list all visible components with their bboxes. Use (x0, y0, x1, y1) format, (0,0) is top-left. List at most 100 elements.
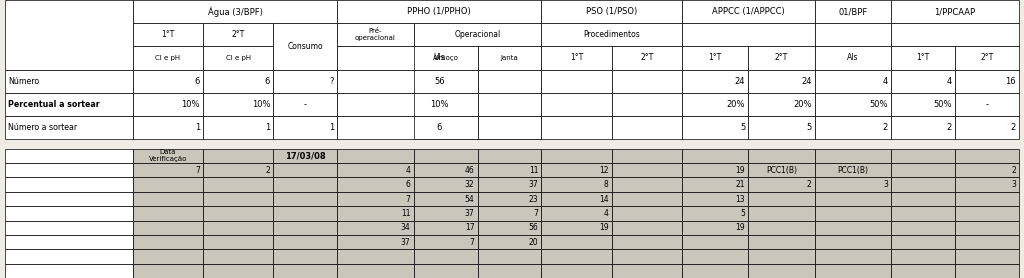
Bar (477, 249, 542, 264)
Bar (611, 264, 682, 278)
Bar (414, 177, 477, 192)
Bar (273, 116, 337, 139)
Text: 2: 2 (265, 166, 270, 175)
Text: Número a sortear: Número a sortear (8, 123, 78, 132)
Bar (337, 163, 414, 177)
Bar (542, 93, 611, 116)
Bar (682, 177, 749, 192)
Bar (749, 46, 815, 70)
Text: 2: 2 (947, 123, 952, 132)
Bar (611, 192, 682, 206)
Text: 7: 7 (534, 209, 539, 218)
Bar (273, 23, 337, 70)
Bar (749, 163, 815, 177)
Text: Data
Verificação: Data Verificação (148, 149, 187, 162)
Text: Água (3/BPF): Água (3/BPF) (208, 6, 262, 17)
Bar (203, 116, 273, 139)
Text: 4: 4 (947, 76, 952, 86)
Text: 17/03/08: 17/03/08 (285, 152, 326, 160)
Bar (337, 220, 414, 235)
Bar (542, 23, 682, 46)
Text: 24: 24 (801, 76, 812, 86)
Bar (815, 264, 891, 278)
Bar (955, 264, 1019, 278)
Text: AIs: AIs (847, 53, 859, 63)
Bar (337, 235, 414, 249)
Bar (891, 206, 955, 220)
Bar (337, 70, 542, 93)
Text: 56: 56 (434, 76, 444, 86)
Text: 1: 1 (329, 123, 334, 132)
Bar (133, 0, 337, 23)
Bar (611, 220, 682, 235)
Text: 7: 7 (406, 195, 411, 203)
Bar (477, 192, 542, 206)
Bar (891, 93, 955, 116)
Text: 5: 5 (740, 123, 745, 132)
Bar (749, 235, 815, 249)
Text: ?: ? (330, 76, 334, 86)
Bar (133, 192, 203, 206)
Text: 1°T: 1°T (709, 53, 722, 63)
Bar (203, 192, 273, 206)
Text: 2°T: 2°T (640, 53, 653, 63)
Bar (203, 249, 273, 264)
Bar (337, 149, 414, 163)
Bar (891, 70, 955, 93)
Bar (203, 93, 273, 116)
Bar (414, 23, 542, 46)
Text: 4: 4 (406, 166, 411, 175)
Bar (203, 149, 273, 163)
Text: 16: 16 (1006, 76, 1016, 86)
Bar (5, 163, 133, 177)
Text: 1°T: 1°T (162, 30, 174, 39)
Bar (682, 70, 749, 93)
Bar (337, 23, 414, 46)
Text: 24: 24 (734, 76, 745, 86)
Bar (682, 116, 749, 139)
Bar (815, 46, 891, 70)
Bar (414, 249, 477, 264)
Bar (749, 93, 815, 116)
Bar (955, 163, 1019, 177)
Bar (815, 70, 891, 93)
Bar (5, 264, 133, 278)
Text: PPHO (1/PPHO): PPHO (1/PPHO) (408, 7, 471, 16)
Text: 19: 19 (735, 223, 745, 232)
Bar (5, 192, 133, 206)
Text: 19: 19 (735, 166, 745, 175)
Text: -: - (985, 100, 988, 109)
Bar (273, 264, 337, 278)
Bar (955, 177, 1019, 192)
Bar (611, 235, 682, 249)
Bar (477, 93, 542, 116)
Text: 7: 7 (196, 166, 200, 175)
Bar (682, 249, 749, 264)
Bar (682, 163, 749, 177)
Bar (815, 116, 891, 139)
Bar (133, 149, 203, 163)
Text: 1/PPCAAP: 1/PPCAAP (935, 7, 976, 16)
Bar (203, 46, 273, 70)
Bar (133, 220, 203, 235)
Text: 17: 17 (465, 223, 474, 232)
Text: PCC1(B): PCC1(B) (766, 166, 797, 175)
Text: 1: 1 (265, 123, 270, 132)
Text: 37: 37 (400, 238, 411, 247)
Text: Operacional: Operacional (455, 30, 501, 39)
Bar (133, 163, 203, 177)
Bar (133, 23, 203, 46)
Bar (611, 93, 682, 116)
Bar (414, 70, 477, 93)
Bar (203, 220, 273, 235)
Bar (955, 235, 1019, 249)
Bar (611, 206, 682, 220)
Text: 34: 34 (400, 223, 411, 232)
Bar (815, 235, 891, 249)
Bar (955, 116, 1019, 139)
Text: 10%: 10% (252, 100, 270, 109)
Bar (749, 149, 815, 163)
Bar (337, 192, 414, 206)
Bar (203, 23, 273, 46)
Text: Cl e pH: Cl e pH (225, 55, 251, 61)
